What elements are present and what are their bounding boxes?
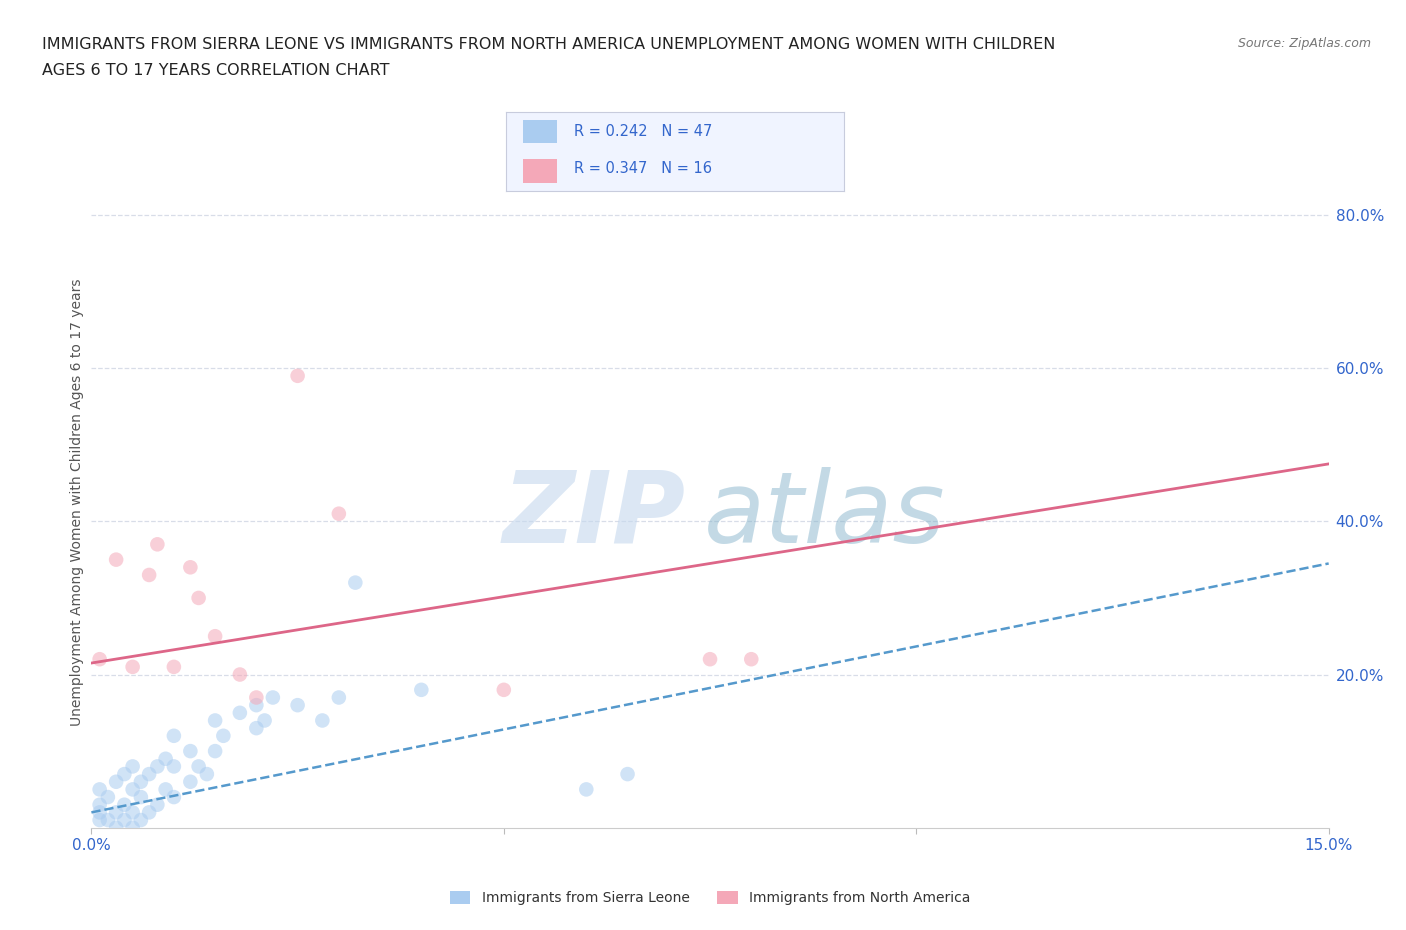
Text: Source: ZipAtlas.com: Source: ZipAtlas.com (1237, 37, 1371, 50)
Point (287, 698, 309, 712)
Point (146, 537, 169, 551)
Point (121, 782, 143, 797)
Point (105, 775, 128, 790)
Point (229, 705, 252, 720)
Point (112, 797, 135, 812)
Point (616, 766, 638, 781)
Point (229, 667, 252, 682)
Point (163, 728, 186, 743)
Point (245, 698, 267, 712)
Legend: Immigrants from Sierra Leone, Immigrants from North America: Immigrants from Sierra Leone, Immigrants… (450, 891, 970, 906)
Text: ZIP: ZIP (502, 467, 685, 564)
Point (129, 790, 152, 804)
Point (138, 567, 160, 582)
Text: IMMIGRANTS FROM SIERRA LEONE VS IMMIGRANTS FROM NORTH AMERICA UNEMPLOYMENT AMONG: IMMIGRANTS FROM SIERRA LEONE VS IMMIGRAN… (42, 37, 1056, 52)
Point (163, 659, 186, 674)
Point (163, 790, 186, 804)
Point (262, 690, 284, 705)
Point (129, 813, 152, 828)
Point (253, 713, 276, 728)
Point (575, 782, 598, 797)
Point (121, 820, 143, 835)
Text: atlas: atlas (704, 467, 945, 564)
Point (179, 560, 201, 575)
Point (344, 575, 367, 590)
Point (411, 683, 433, 698)
Text: AGES 6 TO 17 YEARS CORRELATION CHART: AGES 6 TO 17 YEARS CORRELATION CHART (42, 63, 389, 78)
Point (138, 805, 160, 820)
Point (105, 805, 128, 820)
FancyBboxPatch shape (523, 120, 557, 143)
Point (105, 552, 128, 567)
Point (89, 813, 111, 828)
Point (89, 782, 111, 797)
Point (740, 652, 762, 667)
Point (179, 775, 201, 790)
Point (204, 713, 226, 728)
Point (97, 790, 120, 804)
Point (138, 766, 160, 781)
Point (187, 591, 209, 605)
Point (155, 782, 177, 797)
Point (121, 759, 143, 774)
Point (121, 805, 143, 820)
Point (89, 797, 111, 812)
Point (287, 368, 309, 383)
Point (155, 751, 177, 766)
Point (187, 759, 209, 774)
Point (121, 659, 143, 674)
Y-axis label: Unemployment Among Women with Children Ages 6 to 17 years: Unemployment Among Women with Children A… (70, 278, 84, 726)
Point (105, 820, 128, 835)
Point (204, 744, 226, 759)
Point (311, 713, 333, 728)
Point (89, 652, 111, 667)
Point (146, 759, 169, 774)
Point (146, 797, 169, 812)
FancyBboxPatch shape (523, 159, 557, 182)
Point (163, 759, 186, 774)
Point (492, 683, 515, 698)
Point (195, 766, 218, 781)
Point (179, 744, 201, 759)
Point (245, 690, 267, 705)
Point (112, 766, 135, 781)
Text: R = 0.242   N = 47: R = 0.242 N = 47 (574, 124, 711, 139)
Point (97, 813, 120, 828)
Point (89, 805, 111, 820)
Point (129, 775, 152, 790)
Point (112, 813, 135, 828)
Point (328, 690, 350, 705)
Point (212, 728, 235, 743)
Text: R = 0.347   N = 16: R = 0.347 N = 16 (574, 161, 711, 176)
Point (699, 652, 721, 667)
Point (328, 506, 350, 521)
Point (204, 629, 226, 644)
Point (245, 721, 267, 736)
